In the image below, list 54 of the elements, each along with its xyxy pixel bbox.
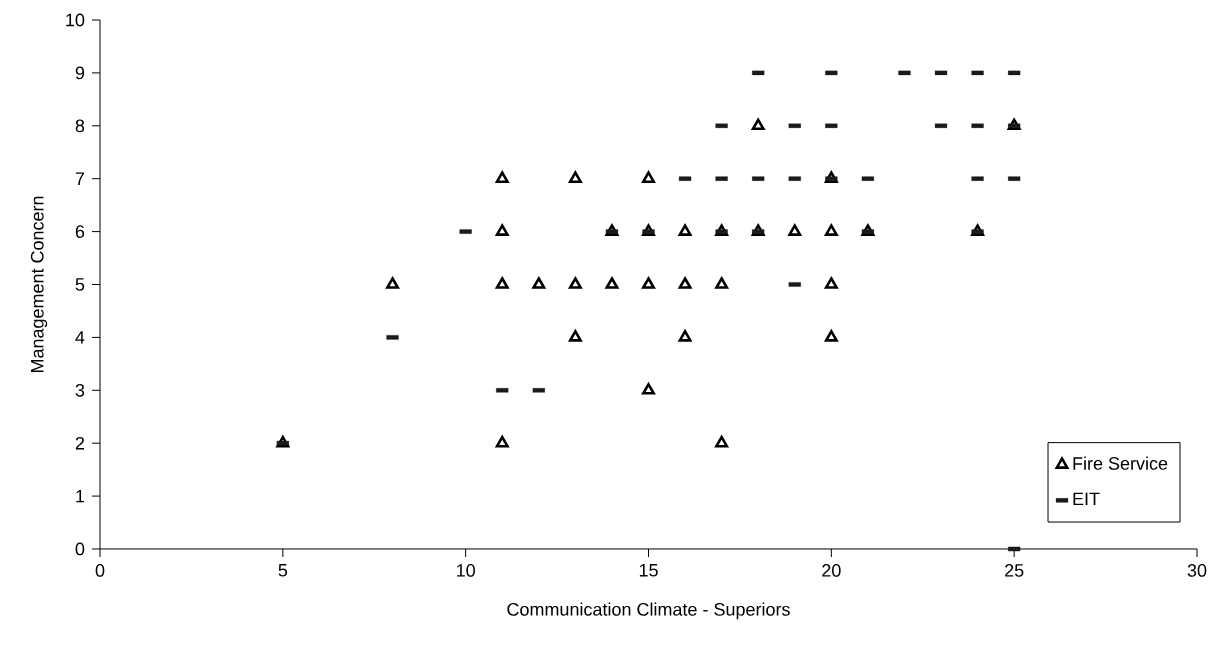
y-tick-label: 9	[75, 66, 85, 80]
point	[495, 277, 509, 289]
point	[1007, 118, 1021, 131]
point	[751, 224, 765, 236]
x-axis-title: Communication Climate - Superiors	[507, 602, 790, 620]
point	[605, 224, 619, 236]
x-tick-label: 25	[1005, 564, 1024, 577]
point	[824, 330, 838, 342]
point	[495, 435, 509, 448]
point	[715, 435, 729, 448]
point	[971, 224, 985, 236]
point	[751, 118, 765, 131]
point	[495, 224, 509, 236]
y-tick-label: 7	[75, 172, 85, 185]
point	[386, 277, 400, 289]
x-tick-label: 0	[95, 564, 105, 577]
point	[788, 224, 802, 236]
point	[642, 171, 655, 183]
y-tick-label: 3	[75, 383, 85, 397]
y-axis-title: Management Concern	[30, 196, 48, 373]
point	[605, 277, 619, 289]
x-tick-label: 5	[278, 564, 288, 577]
x-tick-label: 15	[639, 564, 658, 577]
y-tick-label: 10	[66, 13, 85, 27]
y-tick-label: 4	[75, 331, 85, 344]
point	[824, 171, 838, 183]
point	[678, 224, 692, 236]
point	[824, 224, 838, 236]
point	[642, 224, 655, 236]
y-tick-label: 0	[75, 542, 85, 556]
point	[715, 224, 729, 236]
legend-label: EIT	[1073, 492, 1100, 506]
point	[276, 435, 290, 448]
y-tick-label: 6	[75, 225, 85, 238]
x-tick-label: 30	[1187, 564, 1207, 577]
point	[715, 277, 729, 289]
point	[642, 277, 655, 289]
point	[532, 277, 546, 289]
point	[678, 330, 692, 342]
x-tick-label: 10	[457, 564, 475, 577]
x-tick-label: 20	[822, 564, 841, 577]
point	[642, 382, 655, 395]
point	[568, 171, 582, 183]
legend-label: Fire Service	[1073, 456, 1168, 470]
point	[568, 330, 582, 342]
y-tick-label: 5	[75, 278, 85, 291]
y-tick-label: 1	[76, 489, 85, 503]
point	[861, 224, 875, 236]
point	[678, 277, 692, 289]
point	[824, 277, 838, 289]
point	[568, 277, 582, 289]
y-tick-label: 8	[75, 119, 85, 133]
y-tick-label: 2	[75, 436, 85, 450]
point	[495, 171, 509, 183]
